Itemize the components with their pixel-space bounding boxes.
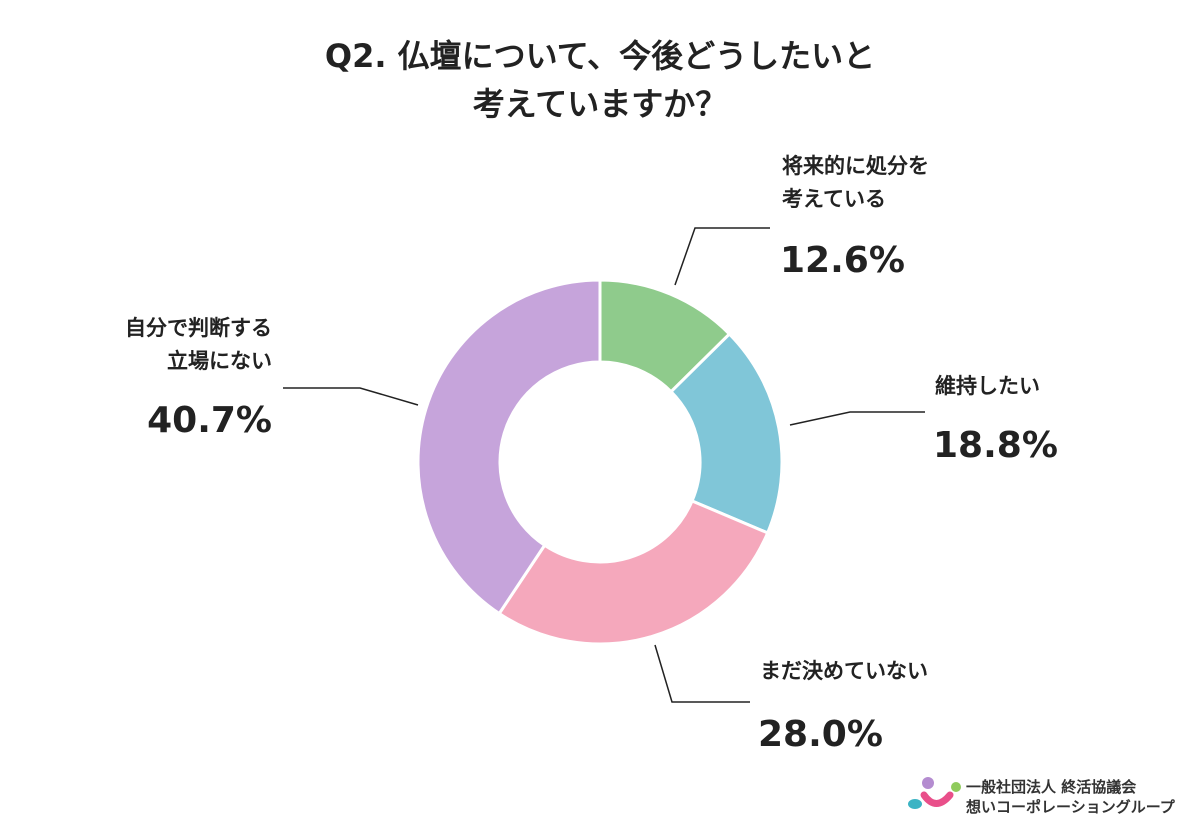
leader-line	[674, 227, 770, 286]
value-label: 12.6%	[780, 240, 905, 281]
chart-title: Q2. 仏壇について、今後どうしたいと 考えていますか？	[324, 37, 876, 123]
value-label: 28.0%	[758, 714, 883, 755]
donut-segment	[416, 278, 602, 616]
category-label: 維持したい	[935, 374, 1040, 398]
logo-mark	[908, 777, 961, 809]
logo-dot	[951, 782, 961, 792]
logo-text: 一般社団法人 終活協議会	[966, 778, 1137, 796]
logo-dot	[922, 777, 934, 789]
leader-line	[654, 644, 750, 703]
donut-segment	[497, 498, 770, 646]
category-label: 将来的に処分を 考えている	[782, 154, 929, 211]
logo-dot	[908, 799, 922, 809]
donut-segment	[668, 331, 784, 535]
leader-line	[283, 387, 419, 406]
logo-text: 想いコーポレーショングループ	[966, 798, 1175, 816]
category-label: 自分で判断する 立場にない	[125, 316, 272, 373]
value-label: 18.8%	[933, 425, 1058, 466]
value-label: 40.7%	[147, 400, 272, 441]
logo-curve	[920, 791, 954, 807]
category-label: まだ決めていない	[760, 659, 928, 683]
leader-line	[789, 411, 925, 426]
